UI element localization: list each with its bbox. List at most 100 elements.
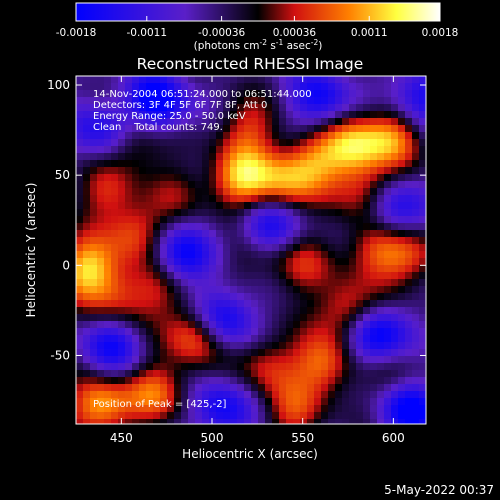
heatmap-cell bbox=[300, 181, 308, 189]
heatmap-cell bbox=[328, 384, 336, 392]
heatmap-cell bbox=[398, 356, 406, 364]
heatmap-cell bbox=[300, 76, 308, 84]
heatmap-cell bbox=[279, 132, 287, 140]
heatmap-cell bbox=[104, 167, 112, 175]
heatmap-cell bbox=[209, 160, 217, 168]
heatmap-cell bbox=[153, 139, 161, 147]
heatmap-cell bbox=[342, 153, 350, 161]
heatmap-cell bbox=[167, 405, 175, 413]
heatmap-cell bbox=[90, 335, 98, 343]
heatmap-cell bbox=[195, 370, 203, 378]
heatmap-cell bbox=[167, 356, 175, 364]
heatmap-cell bbox=[321, 209, 329, 217]
heatmap-cell bbox=[139, 195, 147, 203]
heatmap-cell bbox=[363, 188, 371, 196]
heatmap-cell bbox=[419, 300, 426, 308]
heatmap-cell bbox=[405, 153, 413, 161]
heatmap-cell bbox=[272, 132, 280, 140]
heatmap-cell bbox=[363, 111, 371, 119]
heatmap-cell bbox=[307, 139, 315, 147]
heatmap-cell bbox=[244, 181, 252, 189]
heatmap-cell bbox=[90, 181, 98, 189]
heatmap-cell bbox=[328, 97, 336, 105]
heatmap-cell bbox=[202, 167, 210, 175]
heatmap-cell bbox=[279, 419, 287, 424]
heatmap-cell bbox=[97, 363, 105, 371]
heatmap-cell bbox=[265, 265, 273, 273]
heatmap-cell bbox=[307, 356, 315, 364]
heatmap-cell bbox=[328, 258, 336, 266]
heatmap-cell bbox=[230, 265, 238, 273]
heatmap-cell bbox=[83, 321, 91, 329]
heatmap-cell bbox=[300, 363, 308, 371]
heatmap-cell bbox=[286, 132, 294, 140]
heatmap-cell bbox=[90, 237, 98, 245]
heatmap-cell bbox=[160, 370, 168, 378]
heatmap-cell bbox=[181, 370, 189, 378]
heatmap-cell bbox=[370, 104, 378, 112]
heatmap-cell bbox=[356, 398, 364, 406]
annotation-clean-counts: Clean Total counts: 749. bbox=[93, 122, 223, 133]
heatmap-cell bbox=[83, 356, 91, 364]
heatmap-cell bbox=[160, 160, 168, 168]
heatmap-cell bbox=[258, 139, 266, 147]
heatmap-cell bbox=[419, 412, 426, 420]
heatmap-cell bbox=[174, 251, 182, 259]
heatmap-cell bbox=[104, 363, 112, 371]
heatmap-cell bbox=[202, 160, 210, 168]
heatmap-cell bbox=[384, 321, 392, 329]
heatmap-cell bbox=[146, 202, 154, 210]
heatmap-cell bbox=[118, 279, 126, 287]
heatmap-cell bbox=[97, 223, 105, 231]
heatmap-cell bbox=[146, 342, 154, 350]
heatmap-cell bbox=[174, 195, 182, 203]
heatmap-cell bbox=[356, 286, 364, 294]
heatmap-cell bbox=[90, 188, 98, 196]
heatmap-cell bbox=[419, 286, 426, 294]
heatmap-cell bbox=[125, 391, 133, 399]
heatmap-cell bbox=[104, 265, 112, 273]
heatmap-cell bbox=[223, 104, 231, 112]
heatmap-cell bbox=[244, 237, 252, 245]
colorbar-ticks: -0.0018 -0.0011 -0.00036 0.00036 0.0011 0.001… bbox=[56, 16, 458, 39]
heatmap-cell bbox=[118, 181, 126, 189]
heatmap-cell bbox=[202, 125, 210, 133]
heatmap-cell bbox=[139, 258, 147, 266]
heatmap-cell bbox=[202, 104, 210, 112]
heatmap-cell bbox=[363, 335, 371, 343]
heatmap-cell bbox=[328, 405, 336, 413]
heatmap-cell bbox=[174, 181, 182, 189]
heatmap-cell bbox=[328, 279, 336, 287]
heatmap-cell bbox=[363, 118, 371, 126]
heatmap-cell bbox=[258, 307, 266, 315]
heatmap-cell bbox=[125, 300, 133, 308]
heatmap-cell bbox=[223, 83, 231, 91]
heatmap-cell bbox=[258, 230, 266, 238]
heatmap-cell bbox=[188, 251, 196, 259]
heatmap-cell bbox=[279, 174, 287, 182]
heatmap-cell bbox=[279, 279, 287, 287]
heatmap-cell bbox=[363, 230, 371, 238]
heatmap-cell bbox=[412, 300, 420, 308]
heatmap-cell bbox=[377, 181, 385, 189]
heatmap-cell bbox=[132, 286, 140, 294]
heatmap-cell bbox=[314, 384, 322, 392]
heatmap-cell bbox=[412, 412, 420, 420]
heatmap-cell bbox=[125, 279, 133, 287]
heatmap-cell bbox=[342, 181, 350, 189]
heatmap-cell bbox=[167, 160, 175, 168]
heatmap-cell bbox=[356, 419, 364, 424]
heatmap-cell bbox=[76, 265, 84, 273]
heatmap-cell bbox=[398, 272, 406, 280]
heatmap-cell bbox=[174, 377, 182, 385]
heatmap-cell bbox=[97, 300, 105, 308]
heatmap-cell bbox=[293, 300, 301, 308]
heatmap-cell bbox=[363, 251, 371, 259]
heatmap-cell bbox=[118, 160, 126, 168]
heatmap-cell bbox=[251, 279, 259, 287]
heatmap-cell bbox=[307, 153, 315, 161]
heatmap-cell bbox=[125, 244, 133, 252]
heatmap-cell bbox=[174, 258, 182, 266]
heatmap-cell bbox=[251, 223, 259, 231]
heatmap-cell bbox=[181, 237, 189, 245]
